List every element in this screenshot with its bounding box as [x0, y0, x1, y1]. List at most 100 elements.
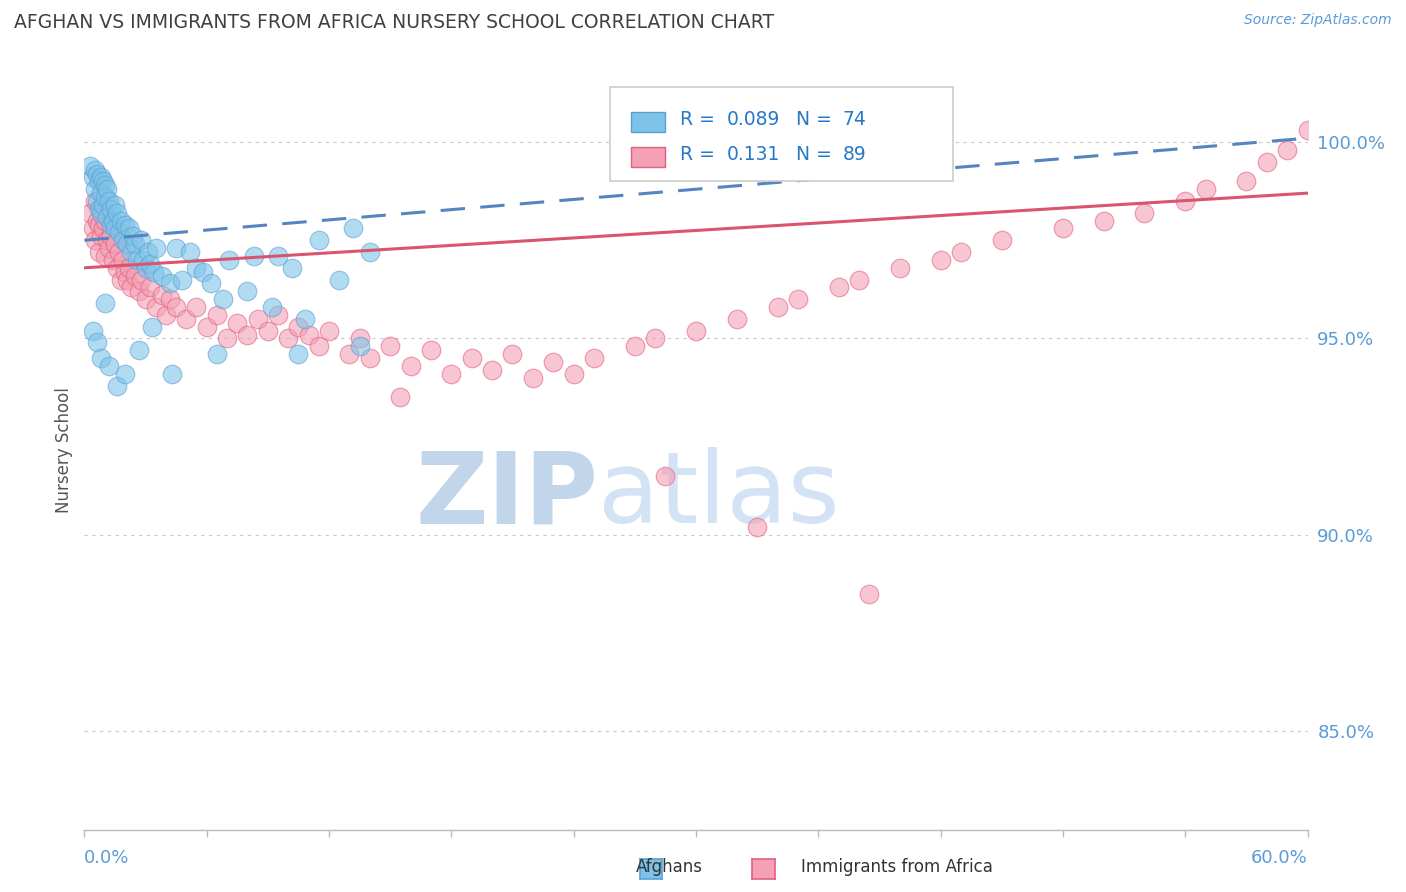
- Point: [420, 343, 443, 358]
- Point: [159, 292, 181, 306]
- Point: [287, 319, 309, 334]
- Point: [218, 252, 240, 267]
- Text: Source: ZipAtlas.com: Source: ZipAtlas.com: [1244, 13, 1392, 28]
- FancyBboxPatch shape: [631, 112, 665, 132]
- Point: [90, 186, 112, 201]
- Point: [105, 260, 128, 275]
- Text: 89: 89: [842, 145, 866, 164]
- Point: [159, 277, 181, 291]
- Point: [399, 359, 422, 373]
- Text: 60.0%: 60.0%: [1251, 849, 1308, 867]
- Point: [318, 324, 340, 338]
- Point: [86, 194, 108, 208]
- Point: [110, 272, 132, 286]
- Text: Immigrants from Africa: Immigrants from Africa: [801, 858, 993, 876]
- Point: [96, 182, 118, 196]
- Point: [461, 351, 484, 366]
- Point: [150, 268, 173, 283]
- Point: [174, 311, 197, 326]
- Point: [101, 252, 124, 267]
- Point: [90, 229, 112, 244]
- Point: [138, 257, 160, 271]
- Point: [267, 249, 290, 263]
- Point: [83, 182, 105, 196]
- Point: [991, 233, 1014, 247]
- Point: [308, 233, 330, 247]
- Point: [179, 245, 201, 260]
- Point: [339, 347, 361, 361]
- Text: 0.089: 0.089: [727, 110, 780, 128]
- Point: [725, 311, 748, 326]
- Point: [120, 245, 142, 260]
- Point: [115, 237, 138, 252]
- Point: [644, 331, 666, 345]
- Point: [82, 170, 104, 185]
- Point: [440, 367, 463, 381]
- Point: [87, 245, 110, 260]
- Text: 0.131: 0.131: [727, 145, 780, 164]
- FancyBboxPatch shape: [631, 147, 665, 168]
- Point: [543, 355, 565, 369]
- Point: [79, 206, 101, 220]
- Point: [217, 331, 239, 345]
- Point: [90, 170, 112, 185]
- Point: [502, 347, 524, 361]
- Point: [294, 311, 316, 326]
- Point: [86, 213, 108, 227]
- Point: [100, 229, 122, 244]
- Text: ZIP: ZIP: [415, 448, 598, 544]
- FancyBboxPatch shape: [610, 87, 953, 181]
- Point: [205, 347, 228, 361]
- Point: [766, 300, 789, 314]
- Point: [83, 233, 105, 247]
- Point: [257, 324, 280, 338]
- Point: [132, 252, 155, 267]
- Point: [138, 280, 160, 294]
- Point: [86, 335, 108, 350]
- Point: [1236, 174, 1258, 188]
- Point: [848, 272, 870, 286]
- Point: [359, 245, 381, 260]
- Point: [212, 292, 235, 306]
- Point: [83, 162, 105, 177]
- Point: [1092, 213, 1115, 227]
- Point: [929, 252, 952, 267]
- Point: [277, 331, 299, 345]
- Point: [380, 339, 402, 353]
- Point: [131, 233, 153, 247]
- Point: [108, 226, 131, 240]
- Point: [236, 285, 259, 299]
- Point: [828, 280, 851, 294]
- Point: [93, 296, 115, 310]
- Point: [97, 359, 120, 373]
- Point: [104, 221, 127, 235]
- Point: [114, 218, 136, 232]
- Point: [120, 280, 142, 294]
- Text: 0.0%: 0.0%: [84, 849, 129, 867]
- Point: [82, 221, 104, 235]
- Point: [267, 308, 290, 322]
- Point: [131, 272, 153, 286]
- Point: [79, 159, 101, 173]
- Point: [135, 260, 157, 275]
- Point: [128, 285, 150, 299]
- Point: [100, 202, 122, 216]
- Point: [145, 241, 167, 255]
- Point: [1174, 194, 1197, 208]
- Point: [105, 378, 128, 392]
- Point: [195, 319, 218, 334]
- Point: [87, 218, 110, 232]
- Point: [118, 260, 141, 275]
- Point: [308, 339, 330, 353]
- Point: [86, 167, 108, 181]
- Point: [522, 371, 544, 385]
- Point: [105, 206, 128, 220]
- Point: [104, 237, 127, 252]
- Point: [112, 252, 135, 267]
- Point: [342, 221, 364, 235]
- Point: [114, 367, 136, 381]
- Point: [349, 331, 371, 345]
- Point: [91, 198, 114, 212]
- Point: [1133, 206, 1156, 220]
- Point: [100, 218, 122, 232]
